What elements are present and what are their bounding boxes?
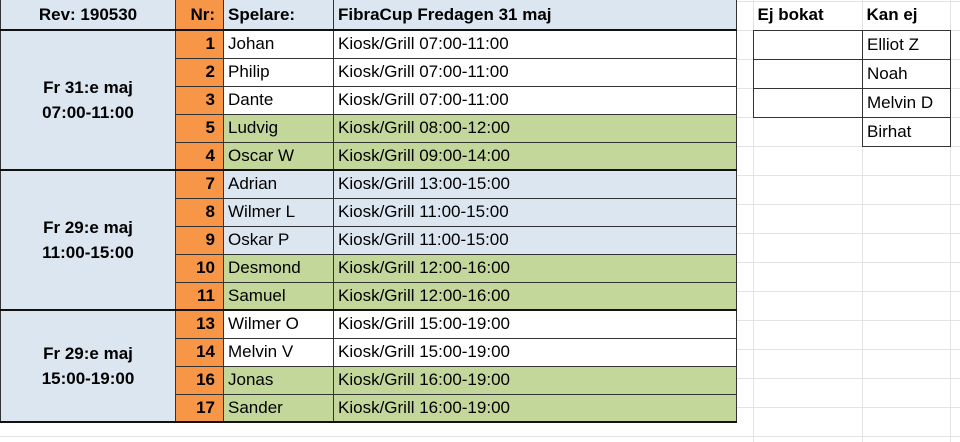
task-cell[interactable]: Kiosk/Grill 11:00-15:00 [333, 197, 737, 227]
cannot-cell[interactable]: Melvin D [862, 87, 951, 118]
player-cell[interactable]: Adrian [223, 169, 334, 199]
nr-cell[interactable]: 10 [175, 253, 224, 283]
table-row: 9 Oskar P Kiosk/Grill 11:00-15:00 [1, 225, 737, 255]
not-booked-header[interactable]: Ej bokat [757, 4, 824, 24]
empty-cell[interactable] [754, 117, 863, 146]
player-cell[interactable]: Desmond [223, 253, 334, 283]
not-booked-cell[interactable] [753, 58, 863, 89]
time-slot-cell[interactable]: Fr 29:e maj 11:00-15:00 [0, 169, 176, 311]
nr-cell[interactable]: 8 [175, 197, 224, 227]
player-cell[interactable]: Melvin V [223, 337, 334, 367]
nr-cell[interactable]: 5 [175, 113, 224, 143]
task-cell[interactable]: Kiosk/Grill 07:00-11:00 [333, 57, 737, 87]
player-cell[interactable]: Wilmer L [223, 197, 334, 227]
cannot-header[interactable]: Kan ej [866, 4, 918, 24]
table-row: 14 Melvin V Kiosk/Grill 15:00-19:00 [1, 337, 737, 367]
gridline [950, 0, 951, 442]
task-cell[interactable]: Kiosk/Grill 11:00-15:00 [333, 225, 737, 255]
slot-time: 11:00-15:00 [42, 243, 134, 262]
nr-header[interactable]: Nr: [175, 0, 224, 31]
player-cell[interactable]: Samuel [223, 281, 334, 311]
task-cell[interactable]: Kiosk/Grill 15:00-19:00 [333, 309, 737, 339]
table-row: Fr 29:e maj 11:00-15:00 7 Adrian Kiosk/Grill… [0, 169, 737, 311]
table-row: Fr 31:e maj 07:00-11:00 1 Johan Kiosk/Grill … [0, 29, 737, 171]
slot-date: Fr 29:e maj [43, 344, 133, 363]
nr-cell[interactable]: 2 [175, 57, 224, 87]
nr-cell[interactable]: 16 [175, 365, 224, 395]
player-cell[interactable]: Oskar P [223, 225, 334, 255]
gridline [753, 0, 754, 442]
task-cell[interactable]: Kiosk/Grill 07:00-11:00 [333, 29, 737, 59]
slot-time: 07:00-11:00 [42, 103, 134, 122]
task-cell[interactable]: Kiosk/Grill 08:00-12:00 [333, 113, 737, 143]
table-row: 16 Jonas Kiosk/Grill 16:00-19:00 [1, 365, 737, 395]
task-cell[interactable]: Kiosk/Grill 12:00-16:00 [333, 253, 737, 283]
player-cell[interactable]: Johan [223, 29, 334, 59]
not-booked-cell[interactable] [753, 29, 863, 60]
player-header[interactable]: Spelare: [223, 0, 334, 31]
task-cell[interactable]: Kiosk/Grill 16:00-19:00 [333, 393, 737, 423]
nr-cell[interactable]: 14 [175, 337, 224, 367]
table-row: 4 Oscar W Kiosk/Grill 09:00-14:00 [1, 141, 737, 171]
header-row: Rev: 190530 Nr: Spelare: FibraCup Fredag… [0, 0, 737, 31]
rev-cell[interactable]: Rev: 190530 [0, 0, 176, 31]
slot-time: 15:00-19:00 [41, 369, 135, 388]
nr-cell[interactable]: 17 [175, 393, 224, 423]
player-cell[interactable]: Philip [223, 57, 334, 87]
player-cell[interactable]: Ludvig [223, 113, 334, 143]
not-booked-cell[interactable] [753, 87, 863, 118]
task-cell[interactable]: Kiosk/Grill 15:00-19:00 [333, 337, 737, 367]
player-cell[interactable]: Jonas [223, 365, 334, 395]
time-slot-cell[interactable]: Fr 29:e maj 15:00-19:00 [0, 309, 176, 423]
table-row: 8 Wilmer L Kiosk/Grill 11:00-15:00 [1, 197, 737, 227]
task-cell[interactable]: Kiosk/Grill 07:00-11:00 [333, 85, 737, 115]
cannot-cell[interactable]: Noah [862, 58, 951, 89]
event-header[interactable]: FibraCup Fredagen 31 maj [333, 0, 737, 31]
task-cell[interactable]: Kiosk/Grill 16:00-19:00 [333, 365, 737, 395]
side-table: Ej bokat Kan ej Elliot Z Noah Melvin D Bi… [753, 0, 951, 147]
table-row: Fr 29:e maj 15:00-19:00 13 Wilmer O Kiosk/Gr… [0, 309, 737, 423]
table-row: 17 Sander Kiosk/Grill 16:00-19:00 [1, 393, 737, 423]
task-cell[interactable]: Kiosk/Grill 12:00-16:00 [333, 281, 737, 311]
nr-cell[interactable]: 13 [175, 309, 224, 339]
player-cell[interactable]: Wilmer O [223, 309, 334, 339]
slot-date: Fr 31:e maj [43, 78, 133, 97]
task-cell[interactable]: Kiosk/Grill 09:00-14:00 [333, 141, 737, 171]
nr-cell[interactable]: 3 [175, 85, 224, 115]
nr-cell[interactable]: 9 [175, 225, 224, 255]
cannot-cell[interactable]: Birhat [862, 116, 951, 147]
cannot-cell[interactable]: Elliot Z [862, 29, 951, 60]
task-cell[interactable]: Kiosk/Grill 13:00-15:00 [333, 169, 737, 199]
nr-cell[interactable]: 1 [175, 29, 224, 59]
table-row: 10 Desmond Kiosk/Grill 12:00-16:00 [1, 253, 737, 283]
nr-cell[interactable]: 4 [175, 141, 224, 171]
slot-date: Fr 29:e maj [43, 218, 133, 237]
gridline [862, 0, 863, 442]
player-cell[interactable]: Oscar W [223, 141, 334, 171]
nr-cell[interactable]: 7 [175, 169, 224, 199]
table-row: 3 Dante Kiosk/Grill 07:00-11:00 [1, 85, 737, 115]
player-cell[interactable]: Dante [223, 85, 334, 115]
player-cell[interactable]: Sander [223, 393, 334, 423]
nr-cell[interactable]: 11 [175, 281, 224, 311]
schedule-table: Rev: 190530 Nr: Spelare: FibraCup Fredag… [0, 0, 737, 423]
table-row: 11 Samuel Kiosk/Grill 12:00-16:00 [1, 281, 737, 311]
time-slot-cell[interactable]: Fr 31:e maj 07:00-11:00 [0, 29, 176, 171]
table-row: 5 Ludvig Kiosk/Grill 08:00-12:00 [1, 113, 737, 143]
